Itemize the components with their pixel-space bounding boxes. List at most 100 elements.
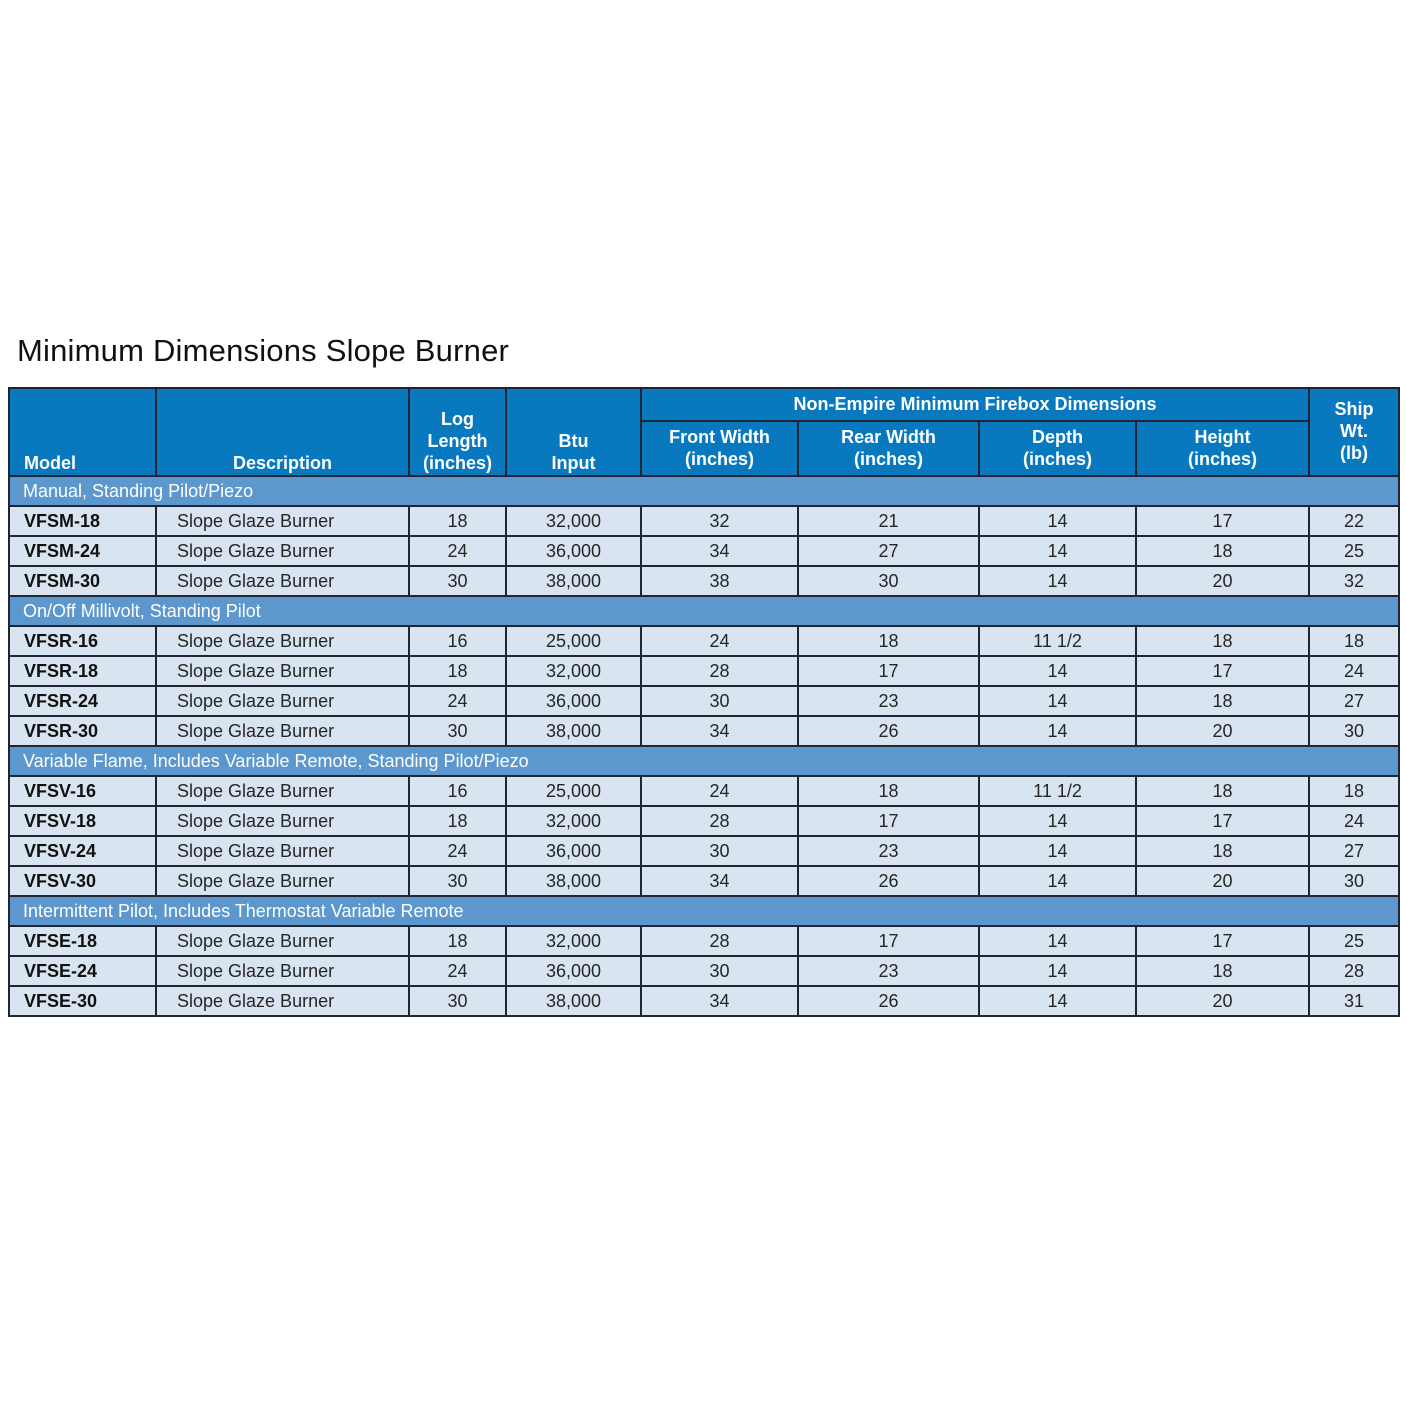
table-row: VFSV-30 Slope Glaze Burner 30 38,000 34 26 14 2… xyxy=(8,865,1401,897)
value-cell: 14 xyxy=(978,865,1137,897)
value-cell: 30 xyxy=(640,835,799,867)
description-cell: Slope Glaze Burner xyxy=(155,955,410,987)
table-row: VFSR-16 Slope Glaze Burner 16 25,000 24 18 11 … xyxy=(8,625,1401,657)
value-cell: 24 xyxy=(408,835,507,867)
value-cell: 20 xyxy=(1134,565,1311,597)
value-cell: 18 xyxy=(408,655,507,687)
value-cell: 25 xyxy=(1308,535,1401,567)
value-cell: 30 xyxy=(408,715,507,747)
value-cell: 14 xyxy=(978,985,1137,1017)
model-cell: VFSE-18 xyxy=(8,925,157,957)
value-cell: 25,000 xyxy=(505,625,642,657)
col-header-height: Height (inches) xyxy=(1134,420,1311,477)
model-cell: VFSM-24 xyxy=(8,535,157,567)
value-cell: 24 xyxy=(408,955,507,987)
table-row: VFSR-18 Slope Glaze Burner 18 32,000 28 17 14 1… xyxy=(8,655,1401,687)
model-cell: VFSV-16 xyxy=(8,775,157,807)
description-cell: Slope Glaze Burner xyxy=(155,655,410,687)
model-cell: VFSV-24 xyxy=(8,835,157,867)
value-cell: 20 xyxy=(1134,985,1311,1017)
value-cell: 16 xyxy=(408,625,507,657)
description-cell: Slope Glaze Burner xyxy=(155,835,410,867)
value-cell: 28 xyxy=(1308,955,1401,987)
value-cell: 26 xyxy=(797,985,980,1017)
description-cell: Slope Glaze Burner xyxy=(155,775,410,807)
model-cell: VFSV-18 xyxy=(8,805,157,837)
header-sub-row: Front Width (inches) Rear Width (inches)… xyxy=(9,420,1399,477)
value-cell: 38,000 xyxy=(505,865,642,897)
value-cell: 14 xyxy=(978,655,1137,687)
value-cell: 14 xyxy=(978,565,1137,597)
value-cell: 20 xyxy=(1134,865,1311,897)
value-cell: 17 xyxy=(797,805,980,837)
value-cell: 36,000 xyxy=(505,835,642,867)
value-cell: 14 xyxy=(978,955,1137,987)
value-cell: 30 xyxy=(408,985,507,1017)
table-row: VFSE-30 Slope Glaze Burner 30 38,000 34 26 14 2… xyxy=(8,985,1401,1017)
value-cell: 18 xyxy=(408,925,507,957)
value-cell: 11 1/2 xyxy=(978,625,1137,657)
value-cell: 30 xyxy=(1308,865,1401,897)
value-cell: 23 xyxy=(797,835,980,867)
model-cell: VFSR-18 xyxy=(8,655,157,687)
value-cell: 18 xyxy=(1134,775,1311,807)
value-cell: 24 xyxy=(640,625,799,657)
value-cell: 38 xyxy=(640,565,799,597)
value-cell: 23 xyxy=(797,955,980,987)
value-cell: 21 xyxy=(797,505,980,537)
value-cell: 30 xyxy=(408,565,507,597)
value-cell: 18 xyxy=(797,775,980,807)
value-cell: 22 xyxy=(1308,505,1401,537)
section-row: On/Off Millivolt, Standing Pilot xyxy=(7,595,1401,627)
col-header-rear-width: Rear Width (inches) xyxy=(797,420,980,477)
value-cell: 14 xyxy=(978,715,1137,747)
value-cell: 18 xyxy=(1134,535,1311,567)
table-row: VFSM-18 Slope Glaze Burner 18 32,000 32 21 14 1… xyxy=(8,505,1401,537)
section-label: On/Off Millivolt, Standing Pilot xyxy=(7,595,1401,627)
value-cell: 30 xyxy=(1308,715,1401,747)
value-cell: 36,000 xyxy=(505,955,642,987)
table-row: VFSM-24 Slope Glaze Burner 24 36,000 34 27 14 1… xyxy=(8,535,1401,567)
section-label: Manual, Standing Pilot/Piezo xyxy=(7,475,1401,507)
value-cell: 30 xyxy=(408,865,507,897)
table-row: VFSM-30 Slope Glaze Burner 30 38,000 38 30 14 2… xyxy=(8,565,1401,597)
value-cell: 24 xyxy=(408,535,507,567)
col-header-description: Description xyxy=(155,387,410,477)
value-cell: 32,000 xyxy=(505,925,642,957)
value-cell: 28 xyxy=(640,655,799,687)
header-group-row: Model Description Log Length (inches) Bt… xyxy=(8,387,1401,477)
value-cell: 32,000 xyxy=(505,655,642,687)
table-row: VFSV-18 Slope Glaze Burner 18 32,000 28 17 14 1… xyxy=(8,805,1401,837)
description-cell: Slope Glaze Burner xyxy=(155,805,410,837)
value-cell: 34 xyxy=(640,985,799,1017)
value-cell: 24 xyxy=(1308,805,1401,837)
col-header-btu-input: Btu Input xyxy=(505,387,642,477)
table-body: Manual, Standing Pilot/Piezo VFSM-18 Slope… xyxy=(7,475,1401,1017)
value-cell: 32 xyxy=(1308,565,1401,597)
section-row: Manual, Standing Pilot/Piezo xyxy=(7,475,1401,507)
section-label: Variable Flame, Includes Variable Remote… xyxy=(7,745,1401,777)
value-cell: 32,000 xyxy=(505,805,642,837)
value-cell: 24 xyxy=(408,685,507,717)
value-cell: 34 xyxy=(640,865,799,897)
value-cell: 32 xyxy=(640,505,799,537)
value-cell: 20 xyxy=(1134,715,1311,747)
table-header: Model Description Log Length (inches) Bt… xyxy=(8,387,1401,477)
description-cell: Slope Glaze Burner xyxy=(155,985,410,1017)
table-row: VFSR-30 Slope Glaze Burner 30 38,000 34 26 14 2… xyxy=(8,715,1401,747)
value-cell: 14 xyxy=(978,805,1137,837)
value-cell: 28 xyxy=(640,805,799,837)
value-cell: 14 xyxy=(978,685,1137,717)
value-cell: 27 xyxy=(797,535,980,567)
model-cell: VFSM-18 xyxy=(8,505,157,537)
model-cell: VFSR-30 xyxy=(8,715,157,747)
value-cell: 17 xyxy=(1134,505,1311,537)
section-label: Intermittent Pilot, Includes Thermostat … xyxy=(7,895,1401,927)
value-cell: 18 xyxy=(797,625,980,657)
value-cell: 25 xyxy=(1308,925,1401,957)
page-title: Minimum Dimensions Slope Burner xyxy=(17,332,510,368)
description-cell: Slope Glaze Burner xyxy=(155,685,410,717)
value-cell: 38,000 xyxy=(505,565,642,597)
value-cell: 32,000 xyxy=(505,505,642,537)
